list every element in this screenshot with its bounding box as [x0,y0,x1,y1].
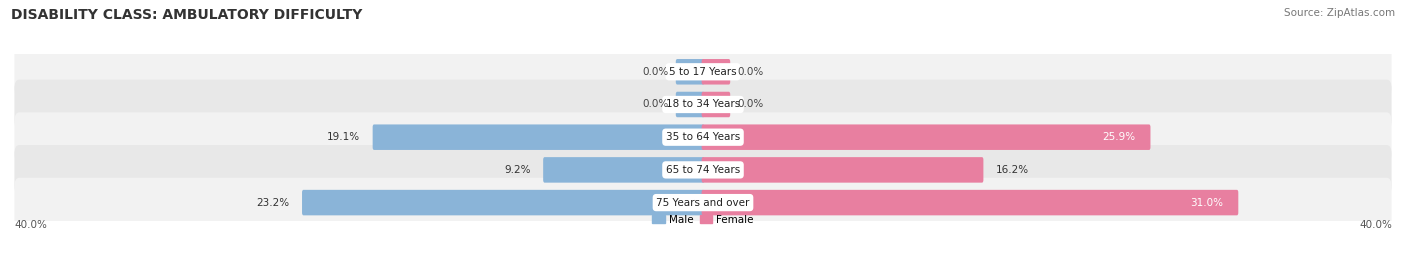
Text: 0.0%: 0.0% [738,67,763,77]
Text: 23.2%: 23.2% [256,198,290,208]
Text: 35 to 64 Years: 35 to 64 Years [666,132,740,142]
FancyBboxPatch shape [14,47,1392,97]
Text: 9.2%: 9.2% [505,165,531,175]
Text: 25.9%: 25.9% [1102,132,1135,142]
FancyBboxPatch shape [702,125,1150,150]
Text: 0.0%: 0.0% [643,67,669,77]
FancyBboxPatch shape [543,157,704,183]
FancyBboxPatch shape [373,125,704,150]
Text: 31.0%: 31.0% [1189,198,1223,208]
FancyBboxPatch shape [702,157,983,183]
FancyBboxPatch shape [676,59,704,84]
Text: 19.1%: 19.1% [328,132,360,142]
Text: 40.0%: 40.0% [1360,220,1392,230]
Text: 18 to 34 Years: 18 to 34 Years [666,100,740,109]
Text: 0.0%: 0.0% [643,100,669,109]
FancyBboxPatch shape [14,145,1392,195]
FancyBboxPatch shape [14,112,1392,162]
FancyBboxPatch shape [702,190,1239,215]
FancyBboxPatch shape [702,92,730,117]
Text: 5 to 17 Years: 5 to 17 Years [669,67,737,77]
Text: 40.0%: 40.0% [14,220,46,230]
Legend: Male, Female: Male, Female [648,210,758,229]
FancyBboxPatch shape [14,80,1392,129]
Text: DISABILITY CLASS: AMBULATORY DIFFICULTY: DISABILITY CLASS: AMBULATORY DIFFICULTY [11,8,363,22]
Text: Source: ZipAtlas.com: Source: ZipAtlas.com [1284,8,1395,18]
FancyBboxPatch shape [676,92,704,117]
FancyBboxPatch shape [702,59,730,84]
Text: 65 to 74 Years: 65 to 74 Years [666,165,740,175]
FancyBboxPatch shape [14,178,1392,228]
Text: 16.2%: 16.2% [995,165,1029,175]
Text: 0.0%: 0.0% [738,100,763,109]
Text: 75 Years and over: 75 Years and over [657,198,749,208]
FancyBboxPatch shape [302,190,704,215]
